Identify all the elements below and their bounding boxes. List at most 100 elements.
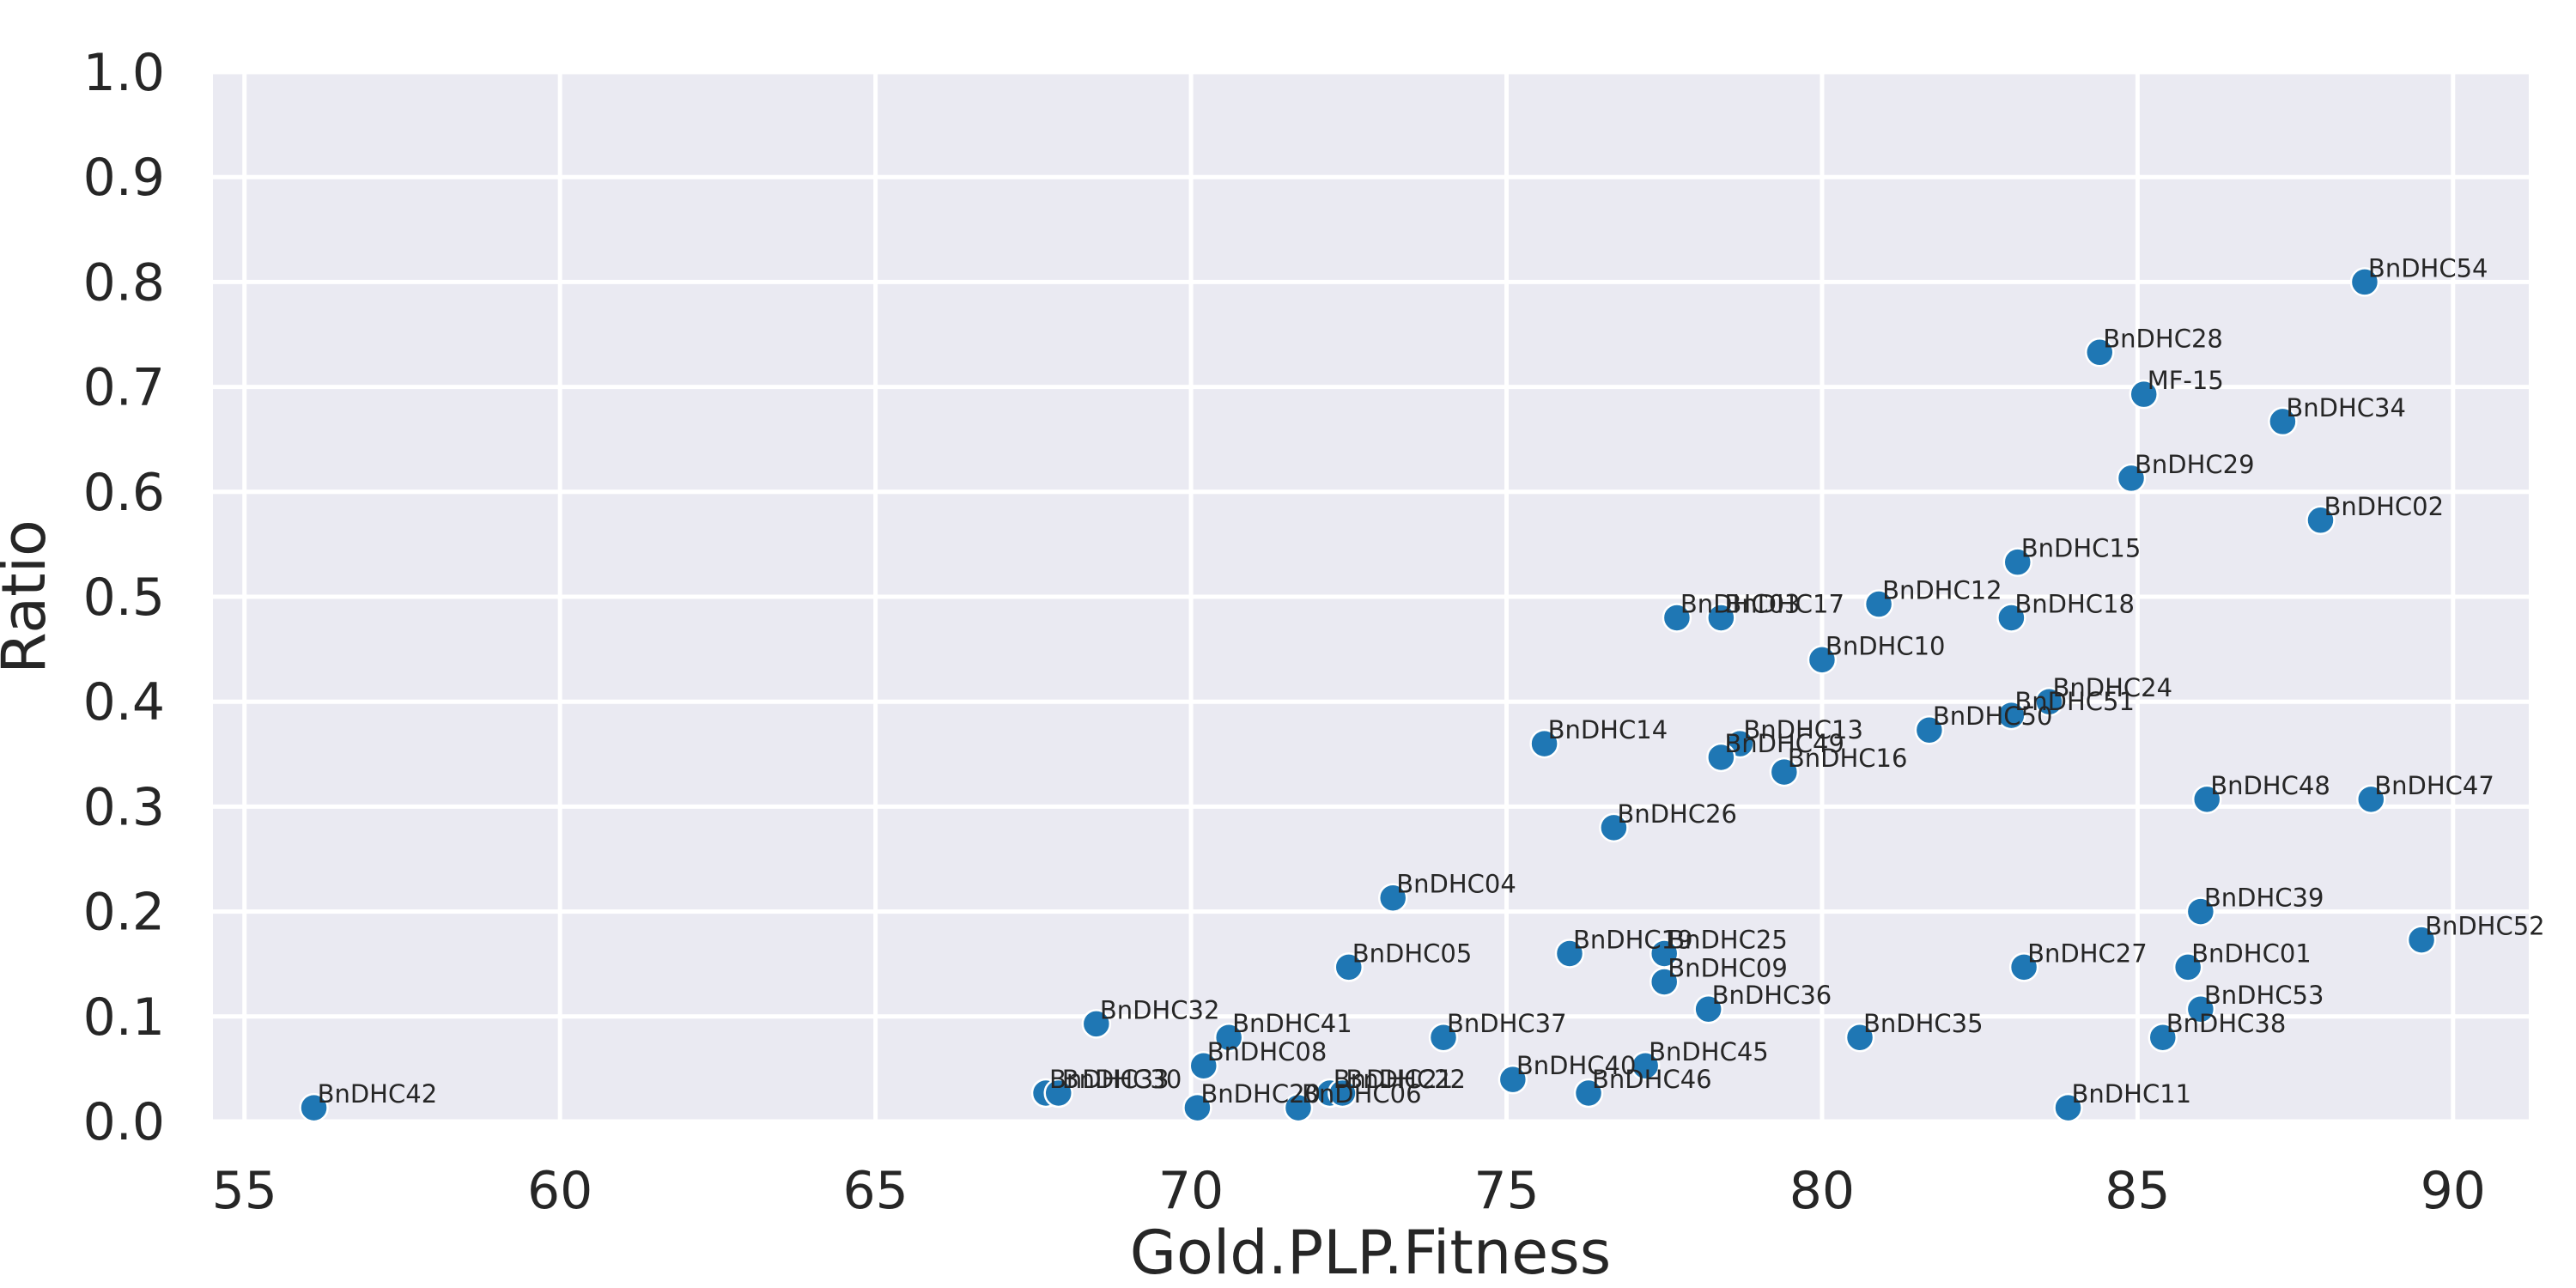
y-tick-label: 0.5	[83, 568, 165, 628]
data-point	[1649, 967, 1680, 997]
data-point	[2268, 406, 2298, 437]
data-point	[1706, 742, 1736, 773]
x-tick-label: 70	[1158, 1161, 1224, 1221]
data-point-label: BnDHC52	[2425, 912, 2545, 941]
data-point	[1996, 700, 2026, 731]
data-point-label: BnDHC05	[1352, 939, 1473, 968]
data-point	[1081, 1009, 1112, 1039]
data-point-label: BnDHC15	[2021, 534, 2142, 563]
data-point	[1498, 1064, 1528, 1095]
data-point-label: BnDHC50	[1933, 702, 2053, 731]
data-point	[1043, 1078, 1073, 1109]
data-point-label: BnDHC35	[1863, 1009, 1984, 1038]
data-point-label: BnDHC11	[2072, 1079, 2192, 1109]
data-point	[2085, 337, 2115, 368]
data-point-label: BnDHC42	[318, 1079, 438, 1109]
data-point	[1182, 1092, 1212, 1123]
data-point	[1283, 1092, 1314, 1123]
data-point-label: BnDHC48	[2210, 771, 2330, 800]
data-point-label: BnDHC10	[1826, 631, 1946, 660]
x-tick-label: 90	[2421, 1161, 2486, 1221]
data-point	[1662, 603, 1692, 633]
grid-lines	[213, 70, 2529, 1124]
data-point	[299, 1092, 329, 1123]
data-point-label: BnDHC18	[2014, 589, 2135, 618]
data-point	[1844, 1022, 1875, 1053]
y-tick-label: 0.2	[83, 883, 165, 943]
data-point-label: BnDHC22	[1346, 1065, 1466, 1094]
data-point-label: BnDHC03	[1680, 589, 1801, 618]
y-tick-label: 0.8	[83, 252, 165, 313]
x-axis-title: Gold.PLP.Fitness	[1130, 1218, 1611, 1288]
data-point	[2185, 896, 2216, 927]
data-point-label: BnDHC12	[1882, 576, 2002, 605]
data-point-label: BnDHC28	[2103, 324, 2223, 353]
data-point-label: BnDHC27	[2027, 939, 2148, 968]
data-point-label: BnDHC47	[2374, 771, 2494, 800]
data-point-label: BnDHC41	[1232, 1009, 1352, 1038]
y-tick-label: 0.4	[83, 672, 165, 732]
data-point-label: BnDHC02	[2324, 492, 2444, 521]
data-point	[2172, 952, 2203, 982]
data-point	[1863, 589, 1894, 619]
data-point	[1769, 756, 1800, 787]
data-point-label: BnDHC45	[1649, 1037, 1769, 1066]
data-point	[2002, 547, 2032, 577]
data-point	[1630, 1050, 1661, 1081]
x-tick-label: 60	[527, 1161, 592, 1221]
x-tick-label: 75	[1473, 1161, 1539, 1221]
data-point-label: BnDHC40	[1516, 1051, 1637, 1080]
data-point	[1529, 728, 1559, 759]
data-point	[2116, 463, 2147, 494]
data-point	[1327, 1078, 1358, 1109]
data-point-label: BnDHC33	[1049, 1065, 1170, 1094]
data-point-label: BnDHC24	[2052, 673, 2172, 702]
y-tick-label: 0.0	[83, 1092, 165, 1152]
data-point-label: BnDHC29	[2135, 450, 2255, 479]
y-tick-label: 1.0	[83, 43, 165, 103]
y-tick-label: 0.6	[83, 463, 165, 523]
data-point	[1428, 1022, 1459, 1053]
data-point	[1554, 939, 1585, 969]
x-tick-label: 65	[842, 1161, 908, 1221]
data-point	[2356, 784, 2386, 815]
data-point-label: BnDHC14	[1548, 715, 1668, 744]
data-point-label: BnDHC13	[1743, 715, 1863, 744]
data-point-label: BnDHC37	[1447, 1009, 1567, 1038]
data-point	[2349, 267, 2380, 297]
data-point-label: BnDHC49	[1724, 729, 1844, 758]
data-point	[1706, 603, 1736, 633]
data-point	[1807, 645, 1838, 675]
data-point	[1377, 883, 1408, 913]
y-tick-labels: 0.0 0.1 0.2 0.3 0.4 0.5 0.6 0.7 0.8 0.9 1.0	[83, 43, 165, 1152]
y-tick-label: 0.1	[83, 987, 165, 1048]
data-point-label: BnDHC53	[2204, 981, 2324, 1010]
data-point-label: BnDHC16	[1788, 744, 1908, 773]
data-point	[1693, 993, 1723, 1024]
data-point-labels: BnDHC54 BnDHC28 MF-15 BnDHC34 BnDHC29 BnDHC02…	[318, 253, 2545, 1109]
y-tick-label: 0.9	[83, 148, 165, 208]
data-point-label: BnDHC04	[1396, 870, 1516, 899]
data-points	[299, 267, 2437, 1123]
data-point	[1996, 603, 2026, 633]
x-tick-label: 85	[2105, 1161, 2170, 1221]
data-point	[2148, 1022, 2178, 1053]
data-point-label: BnDHC19	[1573, 925, 1693, 954]
data-point-label: BnDHC25	[1668, 925, 1788, 954]
data-point-label: BnDHC21	[1334, 1065, 1454, 1094]
data-point	[1599, 812, 1629, 843]
data-point	[2406, 925, 2437, 955]
data-point-label: BnDHC20	[1200, 1079, 1321, 1109]
data-point-label: BnDHC01	[2191, 939, 2312, 968]
y-axis-title: Ratio	[0, 519, 59, 674]
data-point	[1188, 1050, 1219, 1081]
data-point-label: BnDHC51	[2014, 687, 2135, 716]
y-tick-label: 0.3	[83, 777, 165, 837]
data-point-label: BnDHC06	[1302, 1079, 1422, 1109]
x-tick-labels: 55 60 65 70 75 80 85 90	[212, 1161, 2486, 1221]
data-point-label: BnDHC54	[2368, 253, 2488, 283]
data-point-label: MF-15	[2148, 366, 2224, 395]
x-tick-label: 80	[1789, 1161, 1855, 1221]
data-point-label: BnDHC17	[1724, 589, 1844, 618]
